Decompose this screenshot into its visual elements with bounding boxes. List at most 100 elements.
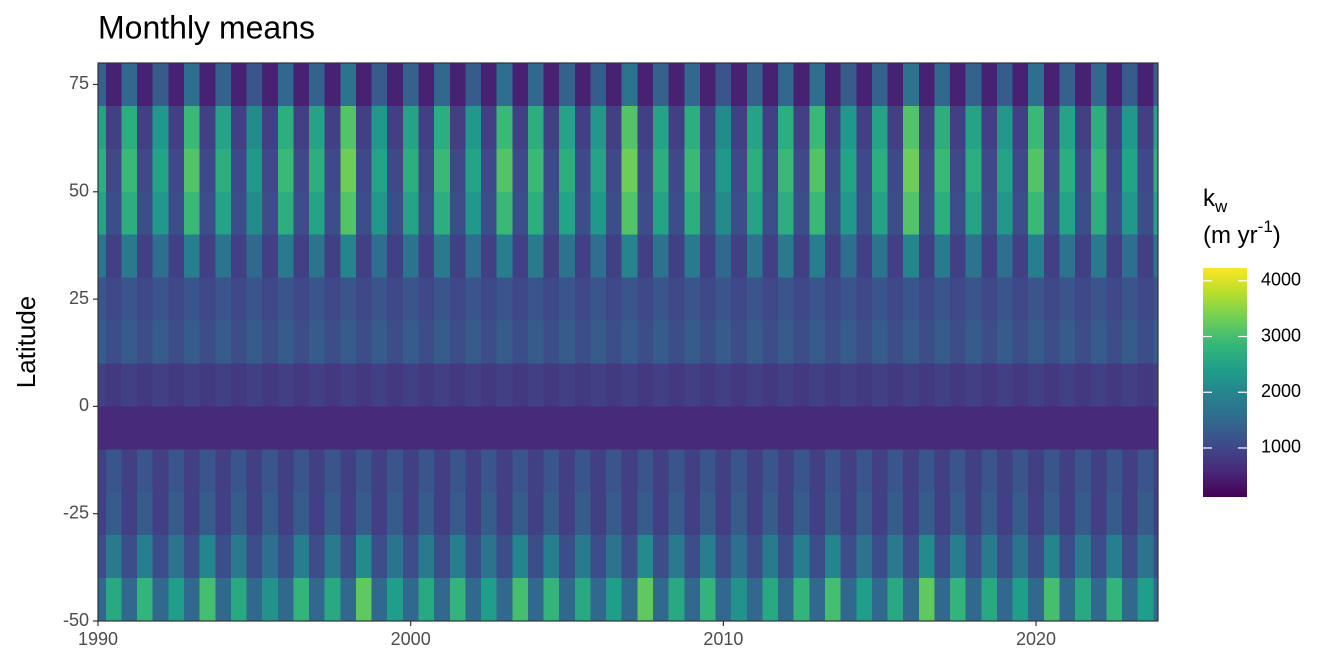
heatmap-cell [199, 148, 216, 193]
heatmap-cell [903, 63, 920, 107]
heatmap-cell [1075, 277, 1092, 322]
heatmap-cell [778, 363, 795, 407]
heatmap-cell [1122, 277, 1139, 322]
heatmap-cell [606, 363, 623, 407]
heatmap-cell [731, 148, 748, 193]
heatmap-cell [637, 363, 654, 407]
heatmap-cell [918, 578, 936, 621]
heatmap-cell [887, 492, 904, 536]
heatmap-cell [230, 191, 248, 236]
heatmap-cell [606, 449, 623, 493]
heatmap-cell [1012, 148, 1029, 193]
heatmap-cell [996, 148, 1014, 193]
heatmap-cell [293, 63, 310, 107]
heatmap-cell [715, 363, 732, 407]
heatmap-cell [1075, 320, 1092, 365]
heatmap-cell [496, 63, 513, 107]
heatmap-cell [621, 277, 638, 322]
heatmap-cell [950, 449, 967, 493]
heatmap-cell [574, 406, 592, 450]
heatmap-cell [355, 148, 373, 193]
heatmap-cell [324, 191, 341, 236]
heatmap-cell [621, 406, 638, 450]
heatmap-cell [621, 191, 638, 236]
heatmap-cell [121, 191, 138, 236]
heatmap-cell [668, 406, 685, 450]
heatmap-cell [903, 535, 920, 579]
heatmap-cell [699, 277, 717, 322]
heatmap-cell [512, 191, 529, 236]
heatmap-cell [137, 234, 154, 279]
heatmap-cell [434, 234, 451, 279]
heatmap-cell [152, 191, 169, 236]
heatmap-cell [246, 277, 263, 322]
heatmap-cell [199, 363, 216, 407]
heatmap-cell [137, 63, 154, 107]
heatmap-cell [731, 492, 748, 536]
heatmap-cell [621, 535, 638, 579]
heatmap-cell [856, 105, 873, 150]
heatmap-cell [1153, 406, 1158, 450]
heatmap-cell [965, 63, 982, 107]
heatmap-cell [293, 234, 310, 279]
heatmap-cell [527, 277, 545, 322]
heatmap-cell [1137, 105, 1154, 150]
heatmap-cell [1090, 148, 1108, 193]
heatmap-cell [746, 449, 764, 493]
heatmap-cell [418, 148, 435, 193]
heatmap-cell [1075, 535, 1092, 579]
legend-symbol: k [1203, 185, 1216, 212]
heatmap-cell [590, 578, 607, 621]
heatmap-cell [324, 63, 341, 107]
heatmap-cell [277, 492, 295, 536]
heatmap-cell [856, 234, 873, 279]
heatmap-cell [1043, 320, 1061, 365]
heatmap-cell [793, 191, 810, 236]
heatmap-cell [950, 191, 967, 236]
heatmap-cell [1106, 63, 1123, 107]
heatmap-cell [277, 63, 295, 107]
heatmap-cell [1137, 406, 1154, 450]
heatmap-cell [168, 105, 185, 150]
heatmap-cell [715, 277, 732, 322]
heatmap-cell [98, 234, 107, 279]
heatmap-cell [1106, 234, 1123, 279]
heatmap-cell [856, 406, 873, 450]
heatmap-cell [199, 578, 216, 621]
heatmap-cell [668, 277, 685, 322]
heatmap-cell [684, 492, 701, 536]
heatmap-cell [434, 63, 451, 107]
heatmap-cell [168, 535, 185, 579]
legend-superscript: -1 [1258, 217, 1273, 236]
heatmap-cell [1153, 363, 1158, 407]
heatmap-cell [559, 492, 576, 536]
heatmap-cell [183, 105, 201, 150]
heatmap-cell [137, 320, 154, 365]
heatmap-cell [1137, 492, 1154, 536]
heatmap [98, 63, 1158, 621]
heatmap-cell [340, 535, 357, 579]
heatmap-cell [324, 492, 341, 536]
heatmap-cell [1122, 363, 1139, 407]
heatmap-cell [496, 277, 513, 322]
heatmap-cell [809, 449, 826, 493]
heatmap-cell [512, 535, 529, 579]
heatmap-cell [653, 363, 670, 407]
heatmap-cell [793, 363, 810, 407]
heatmap-cell [402, 578, 420, 621]
heatmap-cell [1122, 320, 1139, 365]
heatmap-cell [199, 535, 216, 579]
heatmap-cell [590, 320, 607, 365]
heatmap-cell [653, 449, 670, 493]
heatmap-cell [856, 578, 873, 621]
heatmap-cell [1137, 320, 1154, 365]
heatmap-cell [590, 234, 607, 279]
heatmap-cell [465, 63, 482, 107]
heatmap-cell [559, 277, 576, 322]
heatmap-cell [183, 191, 201, 236]
heatmap-cell [684, 234, 701, 279]
heatmap-cell [215, 320, 232, 365]
heatmap-cell [98, 63, 107, 107]
heatmap-cell [246, 105, 263, 150]
